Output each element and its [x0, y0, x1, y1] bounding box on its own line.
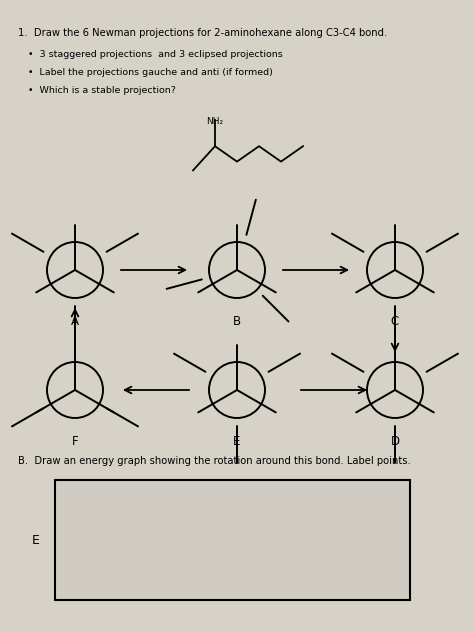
- Text: A: A: [71, 315, 79, 328]
- Text: •  Label the projections gauche and anti (if formed): • Label the projections gauche and anti …: [28, 68, 273, 77]
- Text: 1.  Draw the 6 Newman projections for 2-aminohexane along C3-C4 bond.: 1. Draw the 6 Newman projections for 2-a…: [18, 28, 387, 38]
- Text: E: E: [32, 533, 40, 547]
- Text: C: C: [391, 315, 399, 328]
- Text: D: D: [391, 435, 400, 448]
- Text: •  3 staggered projections  and 3 eclipsed projections: • 3 staggered projections and 3 eclipsed…: [28, 50, 283, 59]
- Text: E: E: [233, 435, 241, 448]
- Text: •  Which is a stable projection?: • Which is a stable projection?: [28, 86, 176, 95]
- Text: F: F: [72, 435, 78, 448]
- Bar: [55, 480, 410, 600]
- Text: B: B: [233, 315, 241, 328]
- Text: NH₂: NH₂: [207, 116, 224, 126]
- Text: B.  Draw an energy graph showing the rotation around this bond. Label points.: B. Draw an energy graph showing the rota…: [18, 456, 411, 466]
